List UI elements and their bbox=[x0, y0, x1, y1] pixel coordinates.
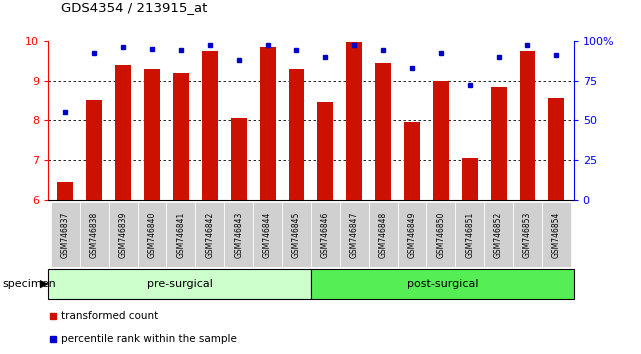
Bar bbox=[196, 202, 224, 267]
Bar bbox=[404, 122, 420, 200]
Text: GSM746843: GSM746843 bbox=[234, 211, 243, 258]
Text: percentile rank within the sample: percentile rank within the sample bbox=[61, 333, 237, 344]
Bar bbox=[455, 202, 484, 267]
Text: GSM746845: GSM746845 bbox=[292, 211, 301, 258]
Text: pre-surgical: pre-surgical bbox=[147, 279, 212, 289]
Bar bbox=[173, 73, 189, 200]
Bar bbox=[231, 118, 247, 200]
Text: GSM746844: GSM746844 bbox=[263, 211, 272, 258]
Bar bbox=[115, 64, 131, 200]
Bar bbox=[520, 51, 535, 200]
Bar bbox=[397, 202, 426, 267]
Text: GSM746853: GSM746853 bbox=[523, 211, 532, 258]
Text: GSM746846: GSM746846 bbox=[321, 211, 330, 258]
Bar bbox=[311, 202, 340, 267]
Text: GSM746847: GSM746847 bbox=[350, 211, 359, 258]
Text: GSM746854: GSM746854 bbox=[552, 211, 561, 258]
Text: GSM746839: GSM746839 bbox=[119, 211, 128, 258]
Bar bbox=[369, 202, 397, 267]
Bar bbox=[167, 202, 196, 267]
Text: GSM746851: GSM746851 bbox=[465, 211, 474, 258]
Bar bbox=[542, 202, 570, 267]
Bar bbox=[80, 202, 109, 267]
Text: GDS4354 / 213915_at: GDS4354 / 213915_at bbox=[61, 1, 207, 14]
Text: post-surgical: post-surgical bbox=[406, 279, 478, 289]
Bar bbox=[462, 158, 478, 200]
Text: GSM746840: GSM746840 bbox=[147, 211, 156, 258]
Bar bbox=[426, 202, 455, 267]
Text: transformed count: transformed count bbox=[61, 310, 158, 321]
Bar bbox=[202, 51, 218, 200]
Bar bbox=[340, 202, 369, 267]
Text: specimen: specimen bbox=[3, 279, 56, 289]
Text: GSM746842: GSM746842 bbox=[205, 211, 214, 258]
Text: GSM746849: GSM746849 bbox=[408, 211, 417, 258]
Bar bbox=[58, 182, 73, 200]
Bar bbox=[311, 269, 574, 299]
Bar bbox=[253, 202, 282, 267]
Bar bbox=[51, 202, 80, 267]
Text: GSM746852: GSM746852 bbox=[494, 211, 503, 258]
Bar bbox=[375, 63, 391, 200]
Bar bbox=[549, 98, 564, 200]
Bar bbox=[282, 202, 311, 267]
Text: GSM746848: GSM746848 bbox=[379, 211, 388, 258]
Bar bbox=[48, 269, 311, 299]
Bar bbox=[87, 101, 102, 200]
Text: GSM746838: GSM746838 bbox=[90, 211, 99, 258]
Bar bbox=[346, 41, 362, 200]
Bar bbox=[513, 202, 542, 267]
Bar bbox=[224, 202, 253, 267]
Text: GSM746850: GSM746850 bbox=[437, 211, 445, 258]
Bar bbox=[490, 86, 506, 200]
Bar bbox=[484, 202, 513, 267]
Text: GSM746841: GSM746841 bbox=[176, 211, 185, 258]
Text: ▶: ▶ bbox=[40, 279, 48, 289]
Text: GSM746837: GSM746837 bbox=[61, 211, 70, 258]
Bar bbox=[317, 102, 333, 200]
Bar bbox=[138, 202, 167, 267]
Bar bbox=[109, 202, 138, 267]
Bar bbox=[288, 69, 304, 200]
Bar bbox=[260, 47, 276, 200]
Bar bbox=[144, 69, 160, 200]
Bar bbox=[433, 80, 449, 200]
